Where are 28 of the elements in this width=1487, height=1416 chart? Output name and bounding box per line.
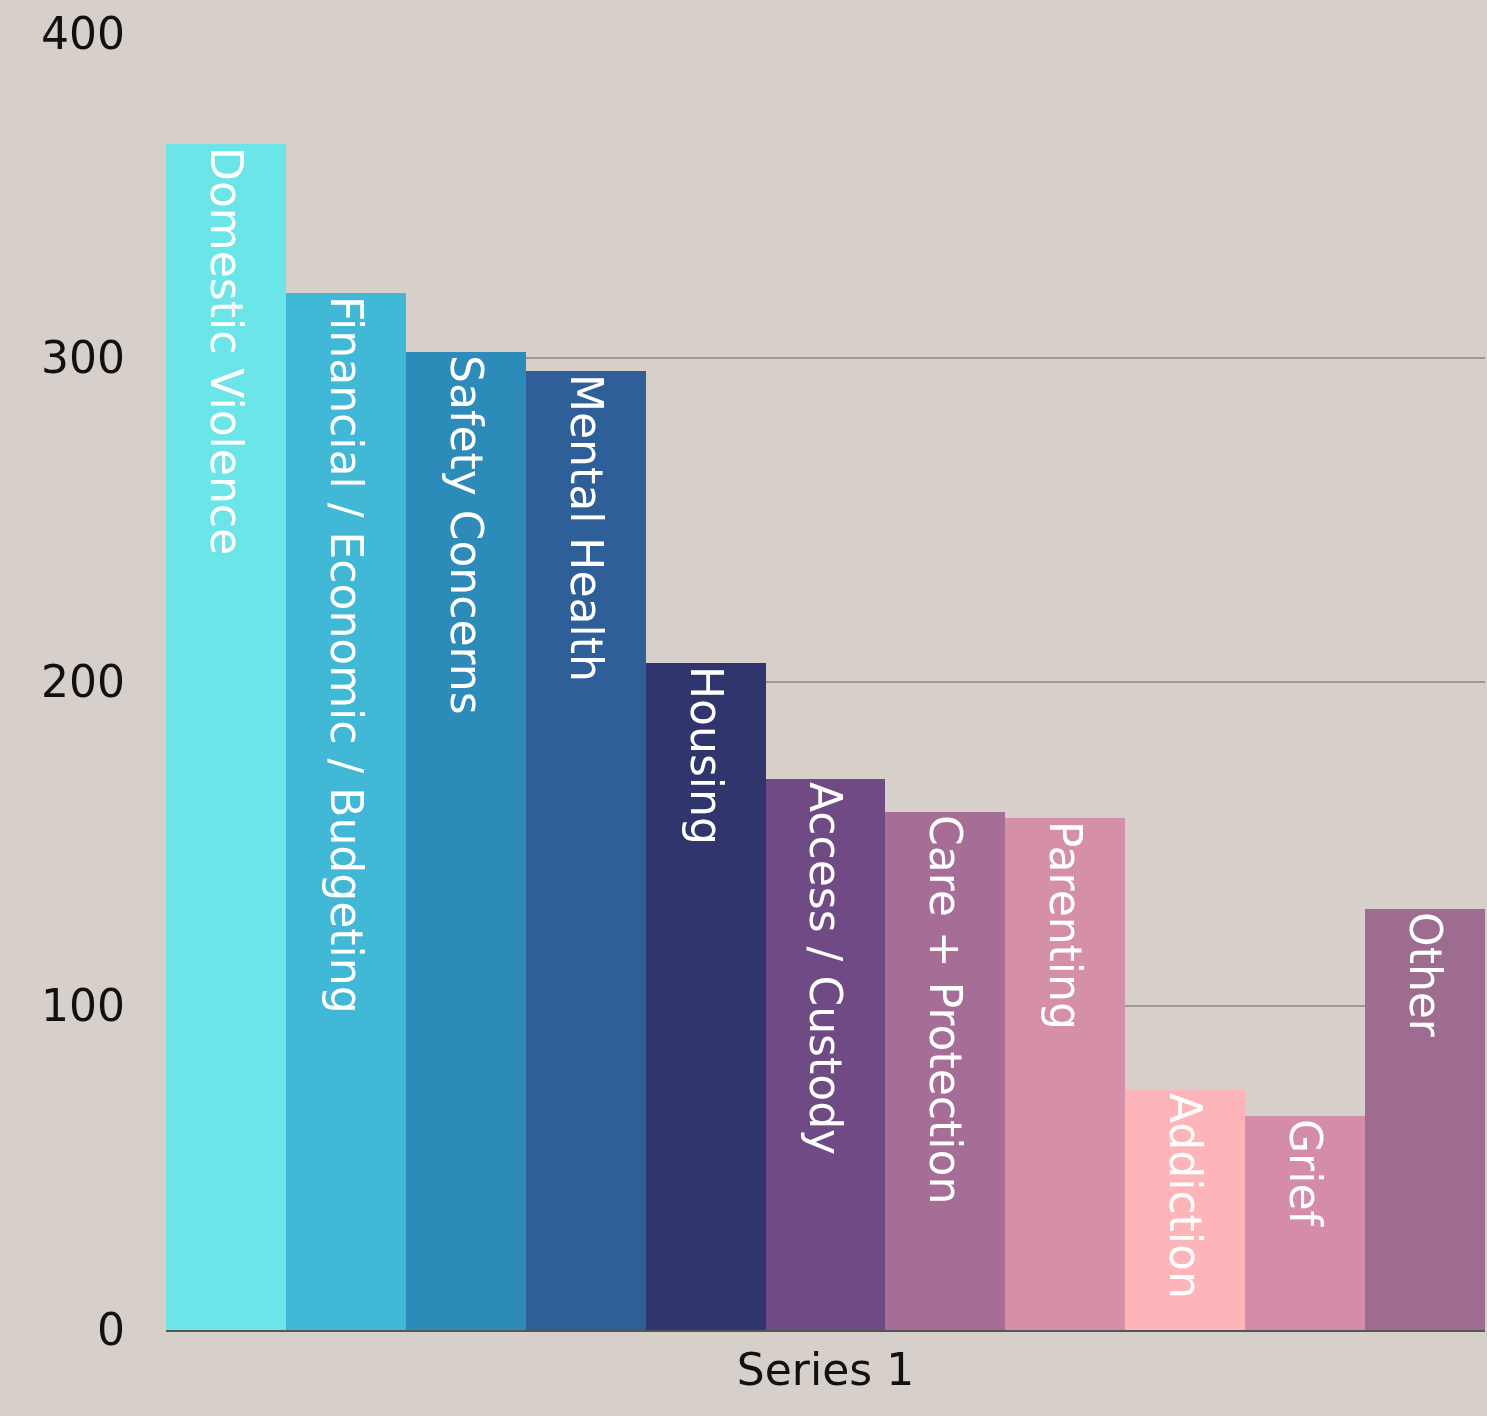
bar <box>406 352 526 1330</box>
series-label: Mental Health <box>560 374 612 682</box>
bar <box>166 144 286 1330</box>
bar <box>1125 1090 1245 1330</box>
series-label: Parenting <box>1039 821 1091 1030</box>
bar <box>1365 909 1485 1330</box>
series-label: Addiction <box>1159 1093 1211 1299</box>
bar <box>1005 818 1125 1330</box>
y-tick-label: 300 <box>41 332 125 384</box>
bar <box>286 293 406 1330</box>
y-tick-label: 400 <box>41 8 125 60</box>
series-label: Safety Concerns <box>440 355 492 715</box>
y-tick-label: 200 <box>41 656 125 708</box>
bar <box>885 812 1005 1330</box>
y-tick-label: 100 <box>41 980 125 1032</box>
series-label: Care + Protection <box>919 815 971 1205</box>
series-label: Financial / Economic / Budgeting <box>320 296 372 1014</box>
y-tick-label: 0 <box>97 1304 125 1356</box>
series-label: Other <box>1399 912 1451 1038</box>
series-label: Grief <box>1279 1119 1331 1228</box>
x-tick-label: Series 1 <box>736 1343 915 1395</box>
series-label: Housing <box>680 666 732 845</box>
bar <box>1245 1116 1365 1330</box>
series-label: Access / Custody <box>800 782 851 1156</box>
bar <box>646 663 766 1330</box>
bar <box>766 779 885 1330</box>
bar <box>526 371 646 1330</box>
series-label: Domestic Violence <box>200 147 252 556</box>
